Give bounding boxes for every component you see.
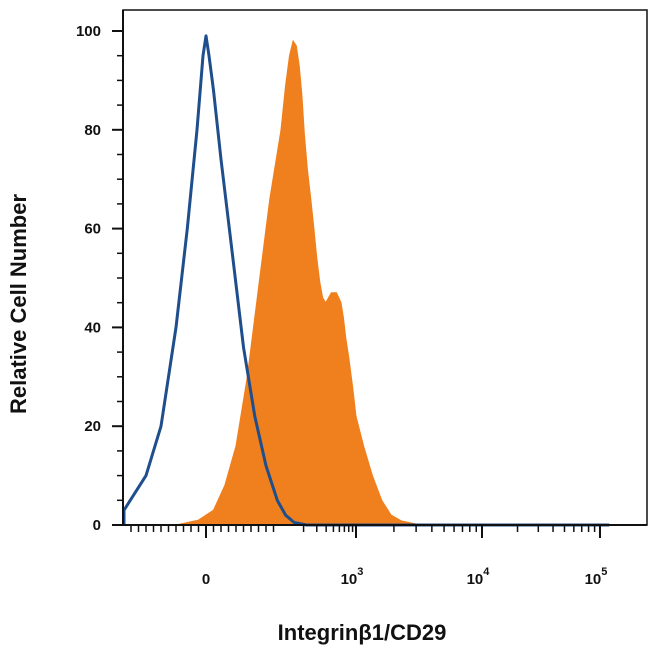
x-tick-label: 0 — [202, 571, 210, 588]
series-layer — [122, 34, 610, 527]
y-axis-title: Relative Cell Number — [6, 194, 31, 415]
series-filled-histogram — [175, 39, 610, 526]
y-tick-label: 20 — [84, 418, 101, 435]
x-axis-ticks: 0 103 104 105 — [130, 525, 608, 588]
y-tick-label: 100 — [76, 23, 101, 40]
y-tick-label: 80 — [84, 122, 101, 139]
series-outline-histogram — [122, 34, 610, 527]
y-tick-label: 60 — [84, 221, 101, 238]
y-axis-ticks: 0 20 40 60 80 100 — [76, 23, 123, 534]
y-tick-label: 40 — [84, 319, 101, 336]
y-tick-label: 0 — [93, 517, 101, 534]
x-tick-label: 104 — [467, 566, 491, 588]
x-tick-label: 105 — [585, 566, 608, 588]
x-axis-title: Integrinβ1/CD29 — [278, 620, 447, 645]
x-tick-label: 103 — [341, 566, 364, 588]
